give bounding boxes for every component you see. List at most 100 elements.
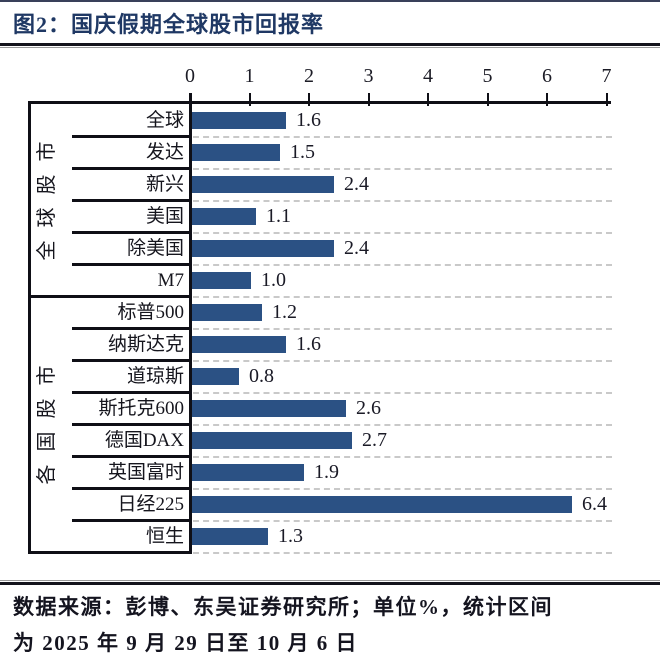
bar-value-label: 2.4 xyxy=(344,237,369,259)
category-label: 发达 xyxy=(145,142,184,163)
title-divider-line xyxy=(0,43,660,46)
dashed-gridline xyxy=(193,552,612,554)
category-label: 新兴 xyxy=(145,174,184,195)
x-axis-tick-label: 0 xyxy=(185,65,195,87)
category-label: 纳斯达克 xyxy=(107,334,184,355)
bar xyxy=(192,176,334,193)
x-axis-tick-label: 3 xyxy=(363,65,374,87)
bar-value-label: 2.4 xyxy=(344,173,369,195)
row-separator-line xyxy=(72,167,192,170)
bar-value-label: 1.0 xyxy=(261,269,286,291)
category-label: 英国富时 xyxy=(107,462,184,483)
x-axis-tick-mark xyxy=(605,93,608,106)
chart-title: 图2：国庆假期全球股市回报率 xyxy=(13,12,325,37)
source-note-line1: 数据来源：彭博、东吴证券研究所；单位%，统计区间 xyxy=(13,595,553,619)
dashed-gridline xyxy=(193,360,612,362)
bar-value-label: 1.1 xyxy=(266,205,291,227)
row-separator-line xyxy=(72,487,192,490)
bar-chart: 0 1 2 3 4 5 6 7 全球 1.6 发达 1.5 新兴 2.4 美国 1.1 除美国 2.4 M7 1.0… xyxy=(28,65,612,554)
row-separator-line xyxy=(72,135,192,138)
row-separator-line xyxy=(72,263,192,266)
dashed-gridline xyxy=(193,200,612,202)
category-label: 恒生 xyxy=(145,526,184,547)
bar-value-label: 2.6 xyxy=(356,397,381,419)
x-axis-tick-mark xyxy=(546,93,548,106)
source-note: 数据来源：彭博、东吴证券研究所；单位%，统计区间 为 2025 年 9 月 29… xyxy=(13,589,649,661)
bar-value-label: 1.9 xyxy=(314,461,339,483)
bar-value-label: 6.4 xyxy=(582,493,607,515)
group-axis-label: 全球股市 xyxy=(36,128,58,261)
x-axis-tick-mark xyxy=(367,93,370,106)
source-note-line2: 为 2025 年 9 月 29 日至 10 月 6 日 xyxy=(13,631,358,655)
category-label: 日经225 xyxy=(117,494,184,515)
bar xyxy=(192,208,256,225)
x-axis-line xyxy=(28,101,611,104)
dashed-gridline xyxy=(193,328,612,330)
bar xyxy=(192,144,280,161)
category-label: 标普500 xyxy=(117,302,184,323)
x-axis-tick-mark xyxy=(248,93,251,106)
bar xyxy=(192,432,352,449)
bar-value-label: 2.7 xyxy=(362,429,387,451)
row-separator-line xyxy=(72,231,192,234)
x-axis-tick-label: 7 xyxy=(601,65,612,87)
dashed-gridline xyxy=(193,488,612,490)
dashed-gridline xyxy=(193,168,612,170)
x-axis-tick-label: 5 xyxy=(482,65,493,87)
bar xyxy=(192,528,268,545)
group-separator-line xyxy=(28,551,192,554)
title-divider-thin-line xyxy=(0,47,660,48)
top-divider-line xyxy=(0,0,660,2)
dashed-gridline xyxy=(193,520,612,522)
bar xyxy=(192,240,334,257)
dashed-gridline xyxy=(193,136,612,138)
row-separator-line xyxy=(72,359,192,362)
bar xyxy=(192,496,572,513)
bar xyxy=(192,336,286,353)
row-separator-line xyxy=(72,455,192,458)
bar xyxy=(192,368,239,385)
row-separator-line xyxy=(72,519,192,522)
category-label: 斯托克600 xyxy=(98,398,184,419)
row-separator-line xyxy=(72,391,192,394)
category-label: M7 xyxy=(157,270,184,291)
plot-left-border xyxy=(28,101,31,554)
category-label: 除美国 xyxy=(126,238,184,259)
dashed-gridline xyxy=(193,264,612,266)
row-separator-line xyxy=(72,327,192,330)
bar-value-label: 1.6 xyxy=(296,109,321,131)
dashed-gridline xyxy=(193,296,612,298)
bar-value-label: 1.6 xyxy=(296,333,321,355)
dashed-gridline xyxy=(193,392,612,394)
footer-divider-line xyxy=(0,582,660,585)
category-label: 德国DAX xyxy=(104,430,184,451)
footer-divider-thin-line xyxy=(0,580,660,581)
bar-value-label: 1.3 xyxy=(278,525,303,547)
x-axis-tick-label: 2 xyxy=(304,65,314,87)
bar-value-label: 1.5 xyxy=(290,141,315,163)
bar xyxy=(192,400,346,417)
dashed-gridline xyxy=(193,424,612,426)
category-label: 美国 xyxy=(145,206,184,227)
x-axis-tick-label: 4 xyxy=(423,65,433,87)
x-axis-tick-mark xyxy=(486,93,489,106)
zero-baseline xyxy=(189,93,192,554)
bar xyxy=(192,464,304,481)
x-axis-tick-mark xyxy=(427,93,429,106)
x-axis-tick-label: 6 xyxy=(542,65,552,87)
bar-value-label: 0.8 xyxy=(249,365,274,387)
bar xyxy=(192,272,251,289)
row-separator-line xyxy=(72,423,192,426)
group-axis-label: 各国股市 xyxy=(36,352,58,485)
category-label: 全球 xyxy=(145,110,184,131)
bar xyxy=(192,112,286,129)
category-label: 道琼斯 xyxy=(126,366,184,387)
dashed-gridline xyxy=(193,232,612,234)
row-separator-line xyxy=(72,199,192,202)
group-separator-line xyxy=(28,295,192,298)
bar-value-label: 1.2 xyxy=(272,301,297,323)
x-axis-tick-label: 1 xyxy=(244,65,255,87)
x-axis-tick-mark xyxy=(308,93,310,106)
dashed-gridline xyxy=(193,456,612,458)
